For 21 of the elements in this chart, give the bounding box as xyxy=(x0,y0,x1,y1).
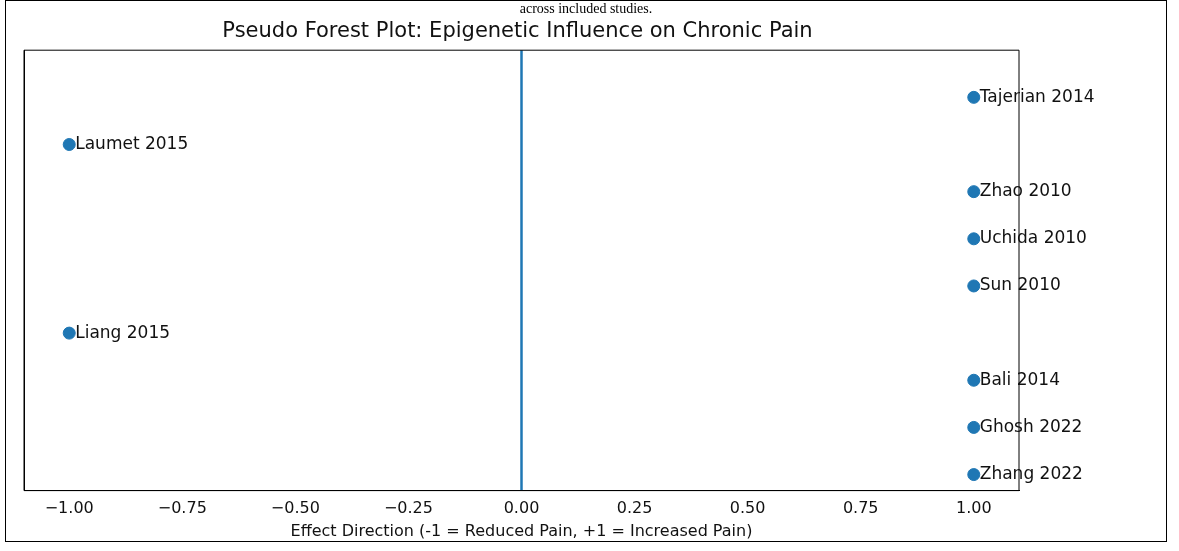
y-tick-label: Bali 2014 xyxy=(979,368,1060,389)
y-tick-label: Sun 2010 xyxy=(979,274,1061,295)
y-tick-label: Liang 2015 xyxy=(75,321,171,342)
x-tick-label: −0.75 xyxy=(157,498,207,518)
x-tick-label: 0.75 xyxy=(842,498,879,518)
x-tick-label: −0.25 xyxy=(383,498,433,518)
x-tick-label: 0.50 xyxy=(729,498,766,518)
y-tick-label: Ghosh 2022 xyxy=(979,415,1083,436)
chart-title: Pseudo Forest Plot: Epigenetic Influence on Chronic Pain xyxy=(222,18,813,43)
x-tick-label: 0.25 xyxy=(616,498,653,518)
y-tick-label: Tajerian 2014 xyxy=(978,85,1095,106)
y-tick-label: Uchida 2010 xyxy=(979,227,1087,248)
x-tick-label: −1.00 xyxy=(44,498,94,518)
y-tick-label: Zhang 2022 xyxy=(979,462,1083,483)
x-tick-label: 1.00 xyxy=(955,498,992,518)
text: across included studies. xyxy=(518,1,654,17)
x-axis-title: Effect Direction (-1 = Reduced Pain, +1 = Increased Pain) xyxy=(290,520,753,540)
x-tick-label: −0.50 xyxy=(270,498,320,518)
x-tick-label: 0.00 xyxy=(503,498,540,518)
y-tick-label: Zhao 2010 xyxy=(979,180,1072,201)
y-tick-label: Laumet 2015 xyxy=(75,132,189,153)
